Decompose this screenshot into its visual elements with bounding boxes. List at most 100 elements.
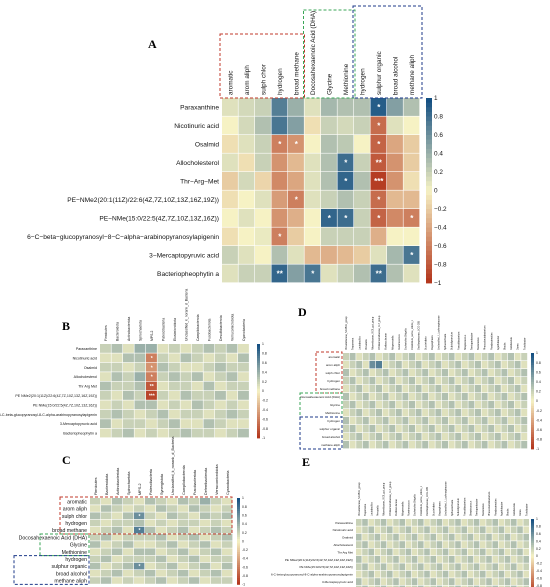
- panel-d-cell: [508, 441, 514, 449]
- panel-e-cell: [473, 563, 480, 571]
- panel-e-cell: [418, 526, 424, 534]
- panel-c-column-label: Patescibacteria: [149, 468, 153, 495]
- panel-d-cell: [514, 361, 521, 369]
- panel-c-cell: [222, 577, 233, 584]
- panel-c-cell: [134, 526, 145, 534]
- panel-a-colorbar-segment: [426, 121, 432, 127]
- panel-c-cell: [156, 577, 167, 584]
- panel-e-cell: [511, 556, 517, 563]
- panel-d-cell: [409, 409, 415, 417]
- panel-d-cell: [395, 353, 402, 361]
- panel-e-cell: [461, 578, 467, 585]
- panel-a-cell: [370, 98, 387, 116]
- panel-b-cell: [226, 344, 238, 353]
- panel-a-cell: [288, 116, 304, 135]
- panel-d-cell: [488, 425, 495, 433]
- panel-a-colorbar-segment: [426, 218, 432, 224]
- panel-b-cell: [215, 419, 226, 428]
- panel-d-colorbar-segment: [531, 377, 534, 380]
- panel-a-cell: [370, 246, 387, 264]
- panel-b-colorbar-segment: [257, 416, 260, 420]
- panel-b-cell: [238, 419, 249, 428]
- panel-e-row-label: Allocholesterol: [333, 543, 353, 547]
- panel-d-colorbar-segment: [531, 434, 534, 438]
- panel-e-colorbar-tick: 0.6: [536, 532, 541, 536]
- panel-d-cell: [481, 441, 488, 449]
- panel-c-row-label: hydrogen: [65, 557, 87, 563]
- panel-a-cell: [255, 116, 271, 135]
- panel-a-cell: [370, 190, 387, 209]
- panel-a-cell: [255, 190, 271, 209]
- panel-e-cell: [523, 556, 529, 563]
- panel-a-cell: [387, 190, 403, 209]
- panel-c-column-label: Spirochaetota: [127, 471, 131, 495]
- panel-e-cell: [492, 570, 498, 578]
- panel-b-colorbar-tick: 0: [262, 389, 264, 393]
- panel-c-colorbar-tick: 1: [242, 496, 244, 500]
- panel-c-row-label: Docosahexaenoic Acid (DHA): [19, 535, 88, 541]
- panel-d-cell: [521, 401, 528, 409]
- panel-a-cell: [370, 135, 387, 153]
- panel-b-colorbar-segment: [257, 369, 260, 373]
- panel-e-cell: [399, 526, 405, 534]
- panel-e-colorbar-segment: [531, 572, 534, 575]
- panel-b-cell: [238, 344, 249, 353]
- panel-e-cell: [461, 526, 467, 534]
- panel-c-cell: [112, 555, 123, 563]
- panel-a-cell: [354, 227, 370, 246]
- panel-d-cell: [461, 353, 468, 361]
- panel-b-column-label: MPS-2: [150, 331, 154, 341]
- panel-a-colorbar-segment: [426, 190, 432, 196]
- panel-a-column-label: hydrogen: [277, 68, 284, 95]
- panel-d-cell: [488, 361, 495, 369]
- panel-e-colorbar-segment: [531, 578, 534, 581]
- panel-d-cell: [349, 441, 356, 449]
- panel-d-cell: [402, 369, 409, 377]
- panel-e-cell: [424, 548, 430, 556]
- panel-a-cell: [238, 209, 255, 227]
- panel-e-cell: [411, 526, 418, 534]
- panel-a-column-label: aromatic: [227, 70, 234, 95]
- panel-d-cell: [475, 353, 481, 361]
- panel-e-cell: [473, 556, 480, 563]
- panel-d-cell: [521, 417, 528, 425]
- panel-b-colorbar-segment: [257, 423, 260, 427]
- panel-a-colorbar-segment: [426, 213, 432, 219]
- panel-e-column-label: Succinivibrio: [432, 502, 435, 516]
- panel-b-cell: [146, 372, 157, 381]
- panel-e-colorbar-segment: [531, 559, 534, 562]
- panel-d-cell: [369, 425, 376, 433]
- panel-e-cell: [473, 585, 480, 587]
- panel-e-cell: [368, 578, 374, 585]
- panel-c-colorbar-segment: [237, 532, 240, 536]
- panel-e-cell: [430, 548, 436, 556]
- panel-d-cell: [508, 433, 514, 441]
- panel-c-cell: [156, 555, 167, 563]
- panel-d-cell: [508, 377, 514, 385]
- panel-d-cell: [481, 417, 488, 425]
- panel-d-cell: [343, 377, 349, 385]
- panel-c-colorbar-tick: -0.8: [242, 574, 248, 578]
- panel-b-cell: [157, 419, 169, 428]
- panel-d-colorbar-segment: [531, 357, 534, 361]
- panel-c-cell: [101, 526, 112, 534]
- panel-a-significance-star: *: [278, 140, 282, 149]
- panel-e-cell: [411, 533, 418, 541]
- panel-d-cell: [468, 417, 475, 425]
- panel-a-colorbar-tick: −0.8: [434, 262, 447, 269]
- panel-d-cell: [343, 393, 349, 401]
- panel-e-cell: [504, 548, 511, 556]
- panel-b-cell: [134, 381, 146, 391]
- panel-a-cell: [304, 98, 321, 116]
- panel-e-cell: [517, 533, 523, 541]
- panel-e-cell: [504, 578, 511, 585]
- panel-e-cell: [405, 570, 412, 578]
- panel-b-colorbar-tick: -0.6: [262, 417, 268, 421]
- panel-d-cell: [343, 441, 349, 449]
- panel-e-cell: [424, 585, 430, 587]
- panel-c-cell: [123, 577, 134, 584]
- panel-e-cell: [480, 570, 486, 578]
- panel-a-cell: [271, 98, 288, 116]
- panel-d-cell: [481, 385, 488, 393]
